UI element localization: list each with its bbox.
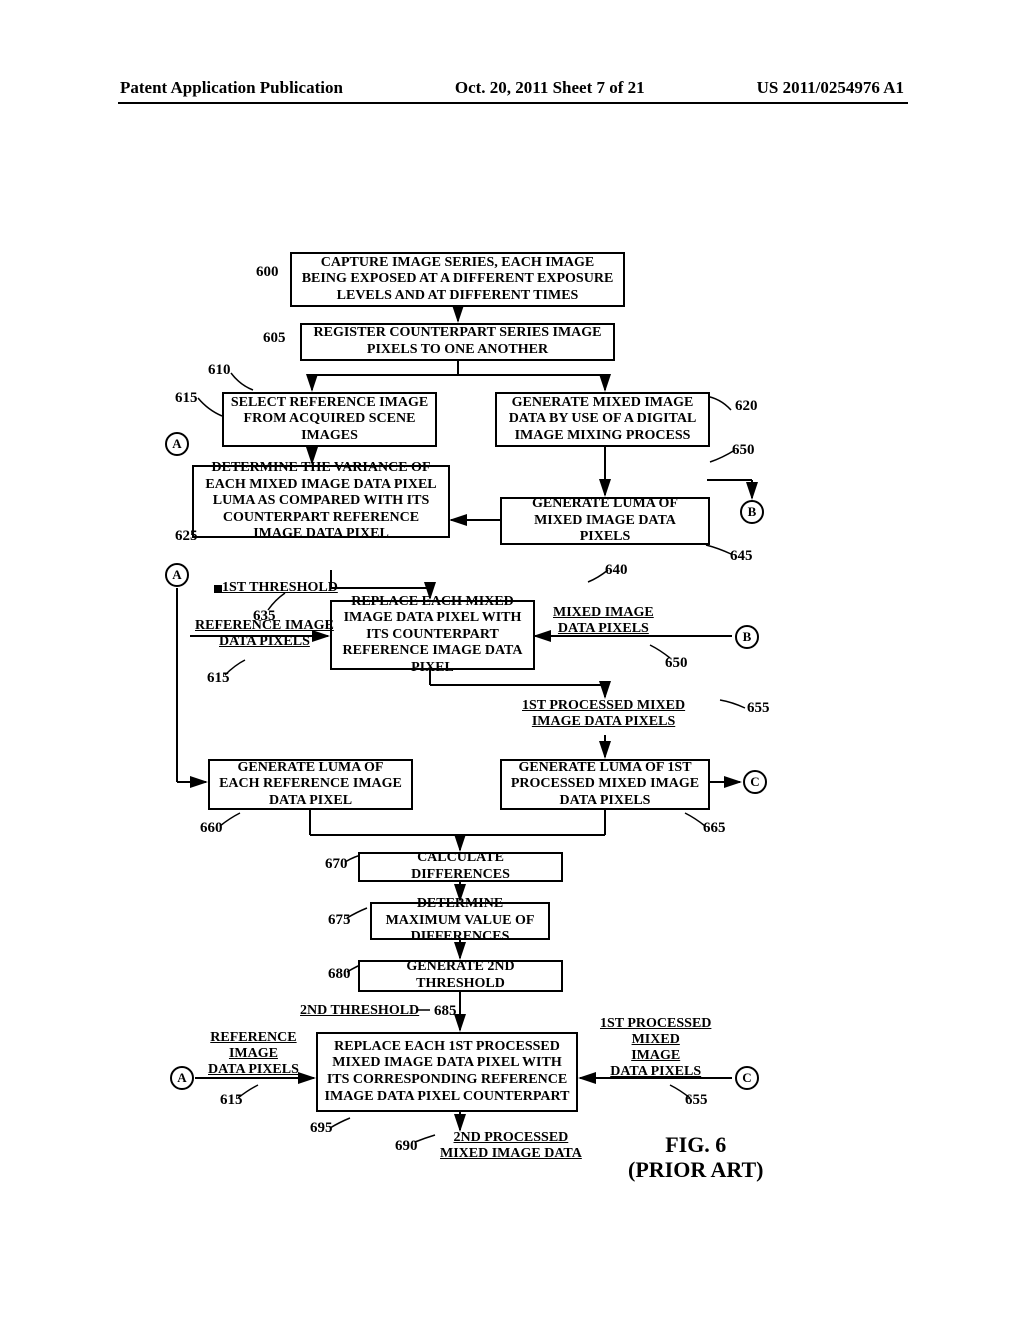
box-660: GENERATE LUMA OF EACH REFERENCE IMAGE DA…: [208, 759, 413, 810]
connector-c-2: C: [735, 1066, 759, 1090]
box-625: DETERMINE THE VARIANCE OF EACH MIXED IMA…: [192, 465, 450, 538]
figure-number: FIG. 6: [628, 1132, 764, 1157]
num-645: 645: [730, 548, 753, 565]
box-610: SELECT REFERENCE IMAGE FROM ACQUIRED SCE…: [222, 392, 437, 447]
num-615a: 615: [175, 390, 198, 407]
connector-a-2: A: [165, 563, 189, 587]
num-610: 610: [208, 362, 231, 379]
label-ref-pixels-2: REFERENCE IMAGE DATA PIXELS: [208, 1030, 299, 1078]
num-655b: 655: [685, 1092, 708, 1109]
box-605: REGISTER COUNTERPART SERIES IMAGE PIXELS…: [300, 323, 615, 361]
num-650a: 650: [732, 442, 755, 459]
num-640: 640: [605, 562, 628, 579]
num-600: 600: [256, 264, 279, 281]
num-670: 670: [325, 856, 348, 873]
num-650b: 650: [665, 655, 688, 672]
figure-caption: FIG. 6 (PRIOR ART): [628, 1132, 764, 1183]
box-670: CALCULATE DIFFERENCES: [358, 852, 563, 882]
box-690: REPLACE EACH 1ST PROCESSED MIXED IMAGE D…: [316, 1032, 578, 1112]
num-665: 665: [703, 820, 726, 837]
figure-subtitle: (PRIOR ART): [628, 1157, 764, 1182]
box-675: DETERMINE MAXIMUM VALUE OF DIFFERENCES: [370, 902, 550, 940]
num-675: 675: [328, 912, 351, 929]
connector-c-1: C: [743, 770, 767, 794]
label-mixed-pixels: MIXED IMAGE DATA PIXELS: [553, 605, 654, 637]
connector-b-1: B: [740, 500, 764, 524]
flowchart: CAPTURE IMAGE SERIES, EACH IMAGE BEING E…: [0, 0, 1024, 1320]
num-695: 695: [310, 1120, 333, 1137]
num-680: 680: [328, 966, 351, 983]
label-1st-threshold: 1ST THRESHOLD: [222, 580, 338, 596]
num-660: 660: [200, 820, 223, 837]
connector-a-1: A: [165, 432, 189, 456]
label-1st-processed-2: 1ST PROCESSED MIXED IMAGE DATA PIXELS: [600, 1016, 711, 1080]
label-2nd-processed: 2ND PROCESSED MIXED IMAGE DATA: [440, 1130, 582, 1162]
connector-a-3: A: [170, 1066, 194, 1090]
label-2nd-threshold: 2ND THRESHOLD: [300, 1003, 419, 1019]
num-615c: 615: [220, 1092, 243, 1109]
box-645: GENERATE LUMA OF MIXED IMAGE DATA PIXELS: [500, 497, 710, 545]
num-615b: 615: [207, 670, 230, 687]
box-600: CAPTURE IMAGE SERIES, EACH IMAGE BEING E…: [290, 252, 625, 307]
num-625: 625: [175, 528, 198, 545]
num-635: 635: [253, 608, 276, 625]
box-680: GENERATE 2ND THRESHOLD: [358, 960, 563, 992]
box-665: GENERATE LUMA OF 1ST PROCESSED MIXED IMA…: [500, 759, 710, 810]
num-690: 690: [395, 1138, 418, 1155]
label-1st-processed-1: 1ST PROCESSED MIXED IMAGE DATA PIXELS: [522, 698, 685, 730]
box-640: REPLACE EACH MIXED IMAGE DATA PIXEL WITH…: [330, 600, 535, 670]
num-685: 685: [434, 1003, 457, 1020]
connector-b-2: B: [735, 625, 759, 649]
num-605: 605: [263, 330, 286, 347]
num-655a: 655: [747, 700, 770, 717]
num-620: 620: [735, 398, 758, 415]
box-620: GENERATE MIXED IMAGE DATA BY USE OF A DI…: [495, 392, 710, 447]
